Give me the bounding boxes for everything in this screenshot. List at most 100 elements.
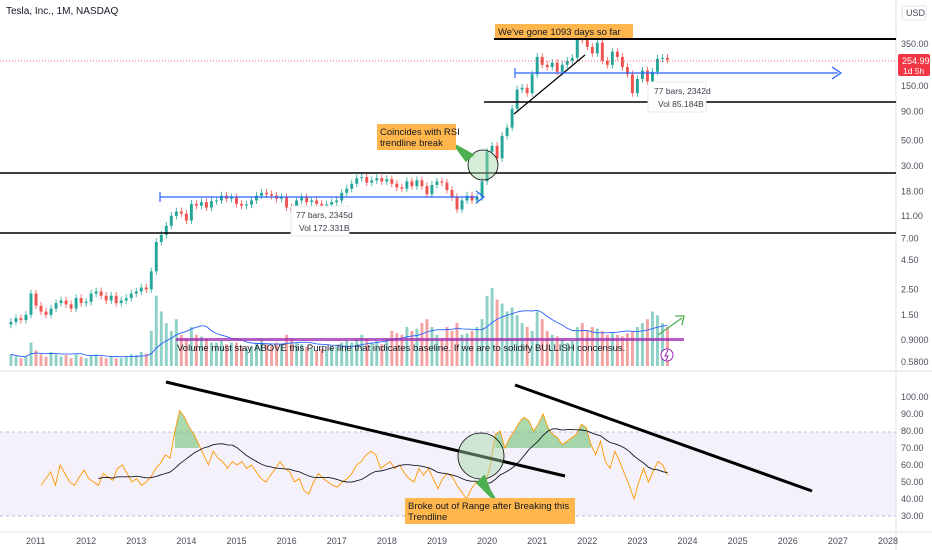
volume-bar	[430, 327, 434, 366]
volume-baseline-line[interactable]	[176, 338, 684, 341]
year-tick: 2016	[277, 536, 297, 546]
candle-body	[189, 203, 193, 221]
candle-body	[305, 197, 309, 203]
volume-bar	[204, 338, 208, 366]
candle-body	[19, 318, 23, 321]
candle-body	[345, 188, 349, 193]
price-tick: 150.00	[901, 81, 929, 91]
candle-body	[545, 64, 549, 68]
candle-body	[69, 304, 73, 309]
volume-bar	[490, 288, 494, 366]
rsi-axis[interactable]: 100.00 90.00 80.00 70.00 60.00 50.00 40.00 30.0…	[901, 392, 929, 521]
candle-body	[520, 87, 524, 90]
candle-body	[430, 184, 434, 195]
volume-bar	[139, 351, 143, 366]
candle-body	[585, 39, 589, 47]
volume-bar	[370, 342, 374, 366]
candle-body	[565, 60, 569, 65]
volume-bar	[290, 338, 294, 366]
volume-bar	[445, 327, 449, 366]
volume-bar	[219, 341, 223, 366]
candle-body	[400, 187, 404, 189]
volume-bar	[630, 330, 634, 366]
volume-bar	[335, 346, 339, 366]
candle-body	[149, 271, 153, 290]
currency-button[interactable]	[901, 5, 927, 21]
volume-bar	[250, 346, 253, 366]
price-tick: 18.00	[901, 186, 924, 196]
volume-bar	[600, 330, 604, 366]
candle-body	[535, 56, 539, 75]
price-tick: 11.00	[901, 211, 923, 221]
lightning-icon[interactable]	[660, 348, 674, 362]
volume-bar	[270, 345, 274, 366]
volume-bar	[475, 327, 479, 366]
candle-body	[235, 197, 238, 204]
price-tick: 2.50	[901, 284, 919, 294]
volume-bar	[69, 358, 73, 366]
volume-bar	[425, 319, 429, 366]
volume-bar	[595, 328, 599, 366]
price-badge-countdown: 1d 5h	[903, 66, 925, 76]
rising-trendline[interactable]	[513, 54, 586, 115]
candle-body	[89, 293, 93, 302]
candle-body	[270, 194, 274, 196]
price-tick: 50.00	[901, 136, 924, 146]
candle-body	[410, 181, 414, 187]
price-axis[interactable]: 350.00250.00150.0090.0050.0030.0018.0011…	[901, 39, 929, 367]
candle-body	[625, 67, 629, 75]
breakout-circle-rsi[interactable]	[457, 432, 505, 480]
candle-body	[600, 42, 604, 61]
candle-body	[570, 57, 574, 61]
price-tick: 1.50	[901, 310, 919, 320]
volume-bar	[124, 356, 128, 366]
volume-bar	[19, 358, 23, 366]
breakout-circle-price[interactable]	[467, 149, 499, 181]
range-arrow-2-head	[831, 66, 843, 80]
volume-bar	[666, 327, 669, 366]
rsi-tick: 40.00	[901, 494, 924, 504]
volume-bar	[29, 342, 33, 366]
candle-body	[64, 300, 68, 305]
year-tick: 2020	[477, 536, 497, 546]
candle-body	[280, 197, 284, 199]
symbol-title: Tesla, Inc., 1M, NASDAQ	[6, 6, 118, 17]
range-1-bars: 77 bars, 2345d	[296, 210, 353, 220]
rsi-overbought-fill	[495, 414, 591, 448]
time-axis[interactable]: 2011 2012 2013 2014 2015 2016 2017 2018 2019 2020…	[26, 536, 898, 546]
rsi-trendline-1[interactable]	[165, 380, 566, 478]
rsi-trendline-2[interactable]	[514, 383, 813, 493]
volume-bar	[495, 299, 499, 366]
year-tick: 2028	[878, 536, 898, 546]
volume-ma-line	[10, 309, 668, 358]
candle-body	[415, 180, 419, 187]
bottom-note-box	[405, 498, 575, 524]
volume-bar	[144, 353, 148, 366]
volume-bar	[285, 334, 289, 366]
volume-bar	[530, 330, 534, 366]
candle-body	[505, 127, 509, 136]
volume-bar	[375, 341, 379, 366]
year-tick: 2013	[126, 536, 146, 546]
candle-body	[455, 197, 459, 210]
year-tick: 2021	[527, 536, 547, 546]
volume-up-arrow[interactable]	[657, 317, 683, 336]
volume-bar	[525, 327, 529, 366]
candle-body	[109, 295, 113, 301]
volume-bar	[179, 334, 183, 366]
price-tick: 4.50	[901, 255, 919, 265]
range-arrow-1-head	[475, 190, 485, 204]
volume-bar	[235, 342, 238, 366]
volume-bar	[440, 338, 444, 366]
volume-bar	[194, 334, 198, 366]
candle-body	[365, 177, 369, 183]
candle-body	[74, 298, 78, 309]
candle-body	[325, 204, 329, 206]
candle-body	[490, 145, 494, 152]
volume-bar	[661, 323, 664, 366]
candle-body	[630, 74, 634, 94]
candle-body	[370, 180, 374, 183]
volume-bar	[360, 334, 364, 366]
price-tick: 0.5800	[901, 357, 929, 367]
